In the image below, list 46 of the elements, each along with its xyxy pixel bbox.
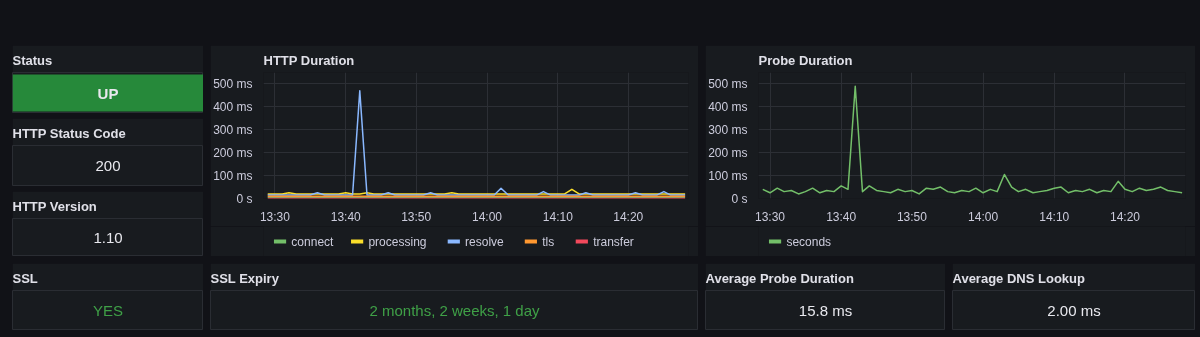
text: YES	[92, 302, 124, 319]
x-tick-label: 14:00	[472, 209, 503, 224]
text: 200	[95, 157, 121, 174]
text: UP	[97, 84, 119, 102]
text: 15.8 ms	[798, 302, 853, 319]
x-tick-label: 13:30	[259, 209, 291, 224]
legend-label: tls	[542, 234, 555, 249]
legend-label: seconds	[786, 234, 832, 249]
chart-title: HTTP Duration	[263, 52, 355, 68]
y-tick-label: 200 ms	[213, 145, 253, 160]
text: HTTP Status Code	[12, 125, 126, 141]
text: Average DNS Lookup	[952, 270, 1085, 286]
text: Status	[12, 52, 53, 68]
x-tick-label: 14:20	[613, 209, 644, 224]
text: 1.10	[93, 228, 123, 246]
y-tick-label: 100 ms	[213, 168, 253, 183]
y-tick-label: 200 ms	[708, 145, 748, 160]
legend-label: processing	[368, 234, 427, 249]
legend-label: resolve	[465, 234, 505, 249]
y-tick-label: 500 ms	[213, 76, 253, 91]
legend-label: transfer	[593, 234, 634, 249]
text: SSL Expiry	[210, 270, 280, 286]
y-tick-label: 0 s	[731, 191, 748, 206]
text: SSL	[12, 270, 38, 286]
text: 2.00 ms	[1047, 302, 1101, 319]
legend-label: connect	[291, 234, 335, 249]
text: 2 months, 2 weeks, 1 day	[369, 302, 541, 319]
y-tick-label: 300 ms	[213, 122, 253, 137]
x-tick-label: 14:00	[968, 209, 999, 224]
x-tick-label: 14:20	[1109, 209, 1141, 224]
x-tick-label: 13:40	[826, 209, 857, 224]
x-tick-label: 14:10	[1039, 209, 1070, 224]
text: HTTP Version	[12, 198, 97, 214]
text: Average Probe Duration	[705, 270, 854, 286]
chart-title: Probe Duration	[758, 52, 853, 68]
y-tick-label: 500 ms	[708, 76, 748, 91]
y-tick-label: 400 ms	[708, 99, 748, 114]
x-tick-label: 13:30	[754, 209, 786, 224]
x-tick-label: 13:40	[330, 209, 362, 224]
y-tick-label: 400 ms	[213, 99, 253, 114]
x-tick-label: 14:10	[542, 209, 574, 224]
y-tick-label: 300 ms	[708, 122, 748, 137]
y-tick-label: 100 ms	[708, 168, 748, 183]
x-tick-label: 13:50	[896, 209, 928, 224]
x-tick-label: 13:50	[401, 209, 432, 224]
y-tick-label: 0 s	[236, 191, 253, 206]
